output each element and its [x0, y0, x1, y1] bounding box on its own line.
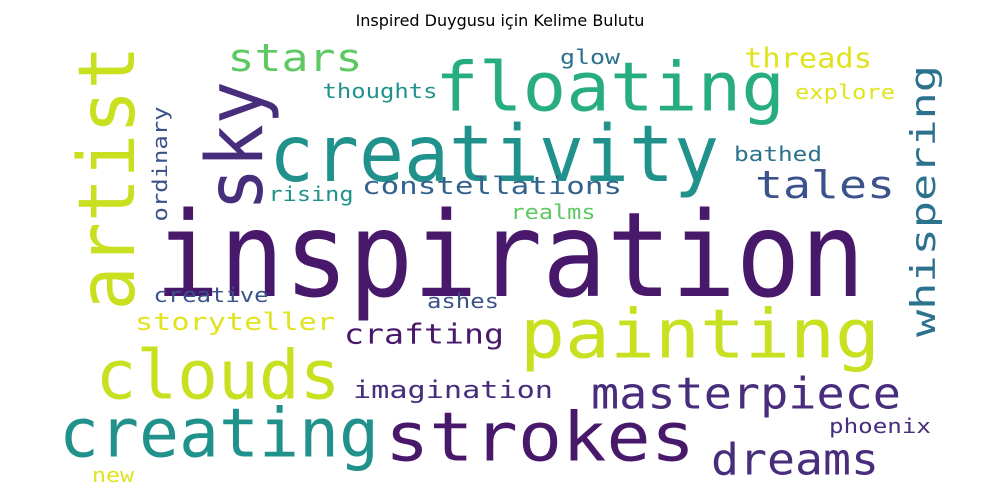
word-storyteller: storyteller — [135, 308, 335, 336]
word-bathed: bathed — [734, 142, 822, 166]
word-ordinary: ordinary — [148, 107, 172, 222]
word-creative: creative — [154, 283, 269, 307]
word-artist: artist — [63, 46, 153, 311]
word-creativity: creativity — [269, 110, 719, 200]
word-constellations: constellations — [362, 172, 622, 200]
page-title: Inspired Duygusu için Kelime Bulutu — [355, 11, 645, 30]
word-floating: floating — [435, 49, 785, 128]
word-glow: glow — [560, 45, 621, 69]
word-tales: tales — [755, 163, 895, 207]
word-stars: stars — [228, 36, 363, 80]
word-ashes: ashes — [427, 289, 499, 313]
word-dreams: dreams — [711, 435, 879, 486]
word-realms: realms — [511, 200, 596, 224]
word-masterpiece: masterpiece — [591, 369, 901, 420]
word-imagination: imagination — [353, 376, 553, 404]
word-thoughts: thoughts — [323, 79, 438, 103]
word-clouds: clouds — [96, 337, 341, 416]
word-crafting: crafting — [344, 318, 504, 351]
word-creating: creating — [59, 395, 379, 474]
word-phoenix: phoenix — [829, 414, 931, 438]
word-new: new — [92, 463, 135, 487]
word-explore: explore — [795, 80, 895, 104]
word-strokes: strokes — [385, 399, 695, 478]
word-sky: sky — [191, 81, 281, 211]
word-rising: rising — [269, 182, 354, 206]
word-painting: painting — [520, 296, 880, 375]
word-whispering: whispering — [904, 65, 944, 337]
word-threads: threads — [744, 42, 872, 75]
word-inspiration: inspiration — [155, 186, 865, 324]
